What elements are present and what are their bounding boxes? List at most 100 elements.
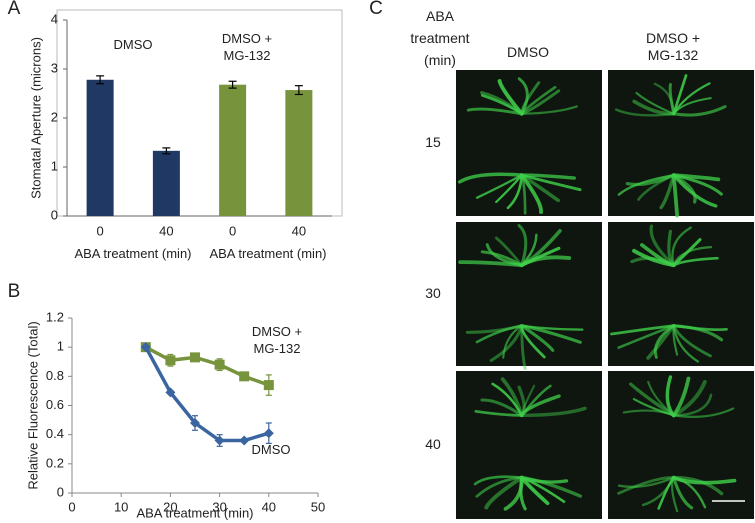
bar xyxy=(219,84,247,217)
cell-filament xyxy=(672,105,727,117)
cell-filament xyxy=(668,82,676,116)
error-bar xyxy=(162,147,171,155)
cell-filament xyxy=(466,107,524,116)
cell-filament xyxy=(672,324,724,342)
cell-filament xyxy=(506,173,523,210)
x-tick-label: 0 xyxy=(97,223,104,238)
x-tick-label: 30 xyxy=(212,499,226,514)
y-tick-label: 0.2 xyxy=(46,455,64,470)
y-tick-label: 0.4 xyxy=(46,426,64,441)
cell-filament xyxy=(519,255,572,268)
micrograph xyxy=(456,70,602,216)
cell-filament xyxy=(491,382,523,417)
marker xyxy=(140,342,151,353)
row-label: 30 xyxy=(425,285,441,301)
marker xyxy=(214,435,225,446)
marker xyxy=(263,380,274,391)
series-label: DMSO xyxy=(251,442,291,457)
cell-filament xyxy=(475,173,523,199)
row-header: treatment xyxy=(410,30,470,46)
x-axis-label: ABA treatment (min) xyxy=(74,246,192,261)
cell-filament xyxy=(520,324,546,359)
y-tick-label: 2 xyxy=(51,109,58,124)
row-header: (min) xyxy=(424,52,456,68)
y-tick-label: 1 xyxy=(57,339,64,354)
series-label: DMSO + MG-132 xyxy=(251,324,303,356)
cell-filament xyxy=(489,324,524,362)
y-tick-label: 0.8 xyxy=(46,368,64,383)
micrograph xyxy=(608,222,754,366)
cell-filament xyxy=(672,97,712,115)
cell-filament xyxy=(520,324,527,370)
x-tick-label: 0 xyxy=(229,223,236,238)
cell-filament xyxy=(517,224,528,267)
x-tick-label: 10 xyxy=(114,499,128,514)
error-bar xyxy=(96,75,105,85)
cell-filament xyxy=(502,324,523,359)
cell-filament xyxy=(659,173,676,210)
cell-filament xyxy=(519,394,561,418)
group-label: DMSO xyxy=(113,37,153,52)
cell-filament xyxy=(646,323,676,360)
marker xyxy=(190,352,200,363)
marker xyxy=(214,359,225,370)
cell-filament xyxy=(672,407,735,418)
cell-filament xyxy=(635,91,675,115)
marker xyxy=(239,371,250,382)
micrograph xyxy=(456,371,602,519)
cell-filament xyxy=(671,376,691,418)
cell-filament xyxy=(500,377,524,418)
row-label: 40 xyxy=(425,436,441,452)
column-header: DMSO xyxy=(507,44,549,60)
image-background xyxy=(456,222,602,366)
cell-filament xyxy=(671,226,692,267)
row-label: 15 xyxy=(425,134,441,150)
y-tick-label: 1 xyxy=(51,158,58,173)
cell-filament xyxy=(520,105,579,115)
panel-label: A xyxy=(7,0,21,19)
x-tick-label: 40 xyxy=(159,223,173,238)
y-tick-label: 0 xyxy=(51,207,58,222)
y-tick-label: 1.2 xyxy=(46,309,64,324)
cell-filament xyxy=(484,475,524,510)
image-background xyxy=(456,70,602,216)
micrograph xyxy=(456,222,602,370)
y-tick-label: 3 xyxy=(51,60,58,75)
cell-filament xyxy=(520,324,555,352)
marker xyxy=(190,418,200,428)
micrograph xyxy=(608,70,754,218)
series-line xyxy=(144,346,270,443)
cell-filament xyxy=(671,379,707,418)
micrograph xyxy=(608,371,754,519)
cell-filament xyxy=(665,375,676,418)
y-tick-label: 0.6 xyxy=(46,397,64,412)
cell-filament xyxy=(672,476,694,510)
x-tick-label: 40 xyxy=(262,499,276,514)
marker xyxy=(239,435,250,446)
cell-filament xyxy=(497,79,524,116)
panel-label: B xyxy=(7,281,21,302)
cell-filament xyxy=(641,476,675,507)
cell-filament xyxy=(457,172,524,184)
bar xyxy=(152,150,180,216)
cell-filament xyxy=(485,243,524,267)
cell-filament xyxy=(672,476,707,509)
cell-filament xyxy=(473,475,523,486)
cell-filament xyxy=(519,406,587,418)
x-tick-label: 20 xyxy=(163,499,177,514)
marker xyxy=(165,387,176,398)
cell-filament xyxy=(672,256,719,267)
cell-filament xyxy=(672,245,713,267)
cell-filament xyxy=(475,324,523,344)
bar xyxy=(86,79,114,216)
cell-filament xyxy=(610,324,676,336)
x-tick-label: 40 xyxy=(292,223,306,238)
cell-filament xyxy=(672,173,697,204)
cell-filament xyxy=(520,324,582,344)
y-axis-label: Relative Fluorescence (Total) xyxy=(25,321,40,489)
cell-filament xyxy=(671,475,724,496)
panel-label: C xyxy=(369,0,383,19)
row-header: ABA xyxy=(425,8,454,24)
